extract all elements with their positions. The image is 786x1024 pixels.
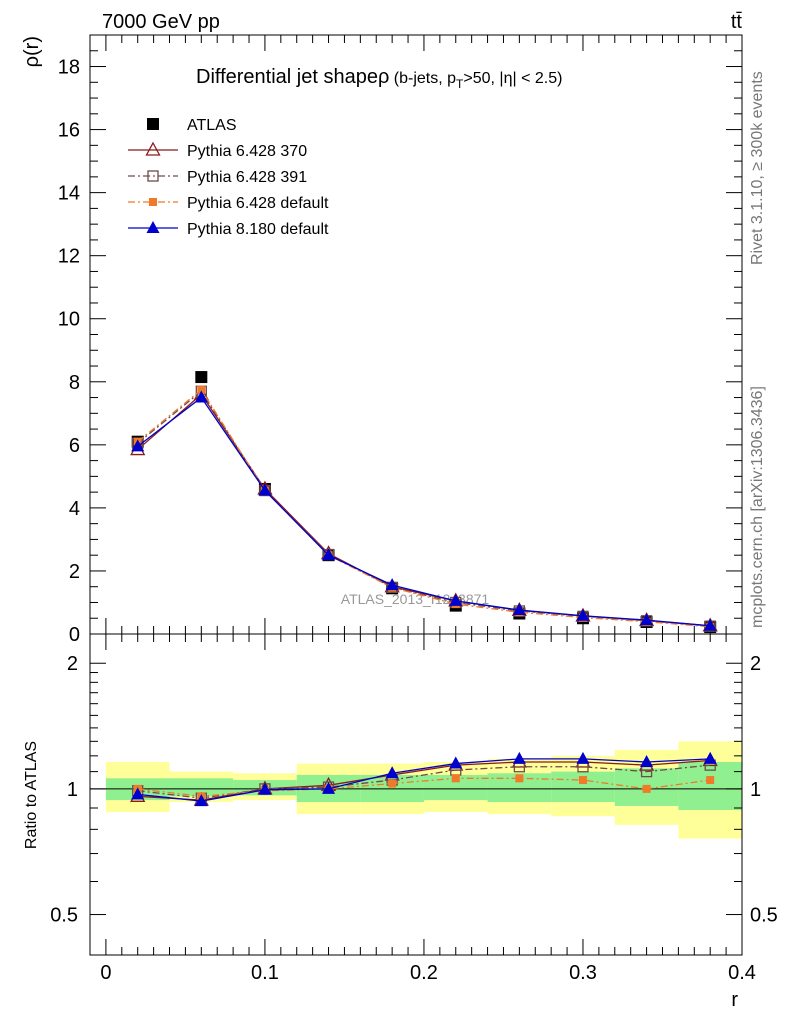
ratio-data-point xyxy=(703,751,717,764)
ratio-data-point xyxy=(642,784,651,793)
ratio-data-point xyxy=(578,776,587,785)
ratio-y-tick-label-right: 2 xyxy=(750,653,761,675)
stat-uncertainty-band xyxy=(169,778,234,797)
legend-label: Pythia 6.428 391 xyxy=(187,169,307,186)
x-tick-label: 0.4 xyxy=(728,962,756,984)
x-tick-label: 0 xyxy=(100,962,111,984)
main-plot-frame xyxy=(89,34,743,635)
main-y-tick-label: 10 xyxy=(58,309,80,331)
x-tick-label: 0.1 xyxy=(251,962,279,984)
legend-label: Pythia 6.428 default xyxy=(187,195,329,212)
data-point xyxy=(195,371,208,384)
legend-item: Pythia 8.180 default xyxy=(128,221,329,238)
legend-item: Pythia 6.428 370 xyxy=(128,141,307,160)
ratio-y-tick-label-left: 0.5 xyxy=(50,905,78,927)
legend-marker xyxy=(146,221,160,233)
data-point xyxy=(258,483,272,496)
legend-item: Pythia 6.428 391 xyxy=(128,169,307,186)
x-tick-label: 0.2 xyxy=(410,962,438,984)
data-point xyxy=(385,578,399,591)
ratio-y-tick-label-left: 2 xyxy=(67,653,78,675)
main-y-tick-label: 12 xyxy=(58,246,80,268)
header-left: 7000 GeV pp xyxy=(102,11,220,33)
ratio-y-tick-label-right: 0.5 xyxy=(750,905,778,927)
main-y-tick-label: 18 xyxy=(58,57,80,79)
main-y-tick-label: 0 xyxy=(69,624,80,646)
ratio-data-point xyxy=(515,774,524,783)
main-y-tick-label: 8 xyxy=(69,372,80,394)
ratio-series-line xyxy=(137,759,711,801)
ratio-y-tick-label-left: 1 xyxy=(67,779,78,801)
ratio-data-point xyxy=(640,754,654,767)
ratio-data-point xyxy=(385,766,399,779)
source-label: mcplots.cern.ch [arXiv:1306.3436] xyxy=(749,386,766,628)
legend-label: ATLAS xyxy=(187,117,237,134)
legend: ATLAS Pythia 6.428 370 Pythia 6.428 391 Pyt… xyxy=(128,117,329,238)
x-tick-label: 0.3 xyxy=(569,962,597,984)
legend-item: Pythia 6.428 default xyxy=(128,195,329,212)
ratio-y-axis-label: Ratio to ATLAS xyxy=(23,741,40,849)
data-point xyxy=(131,439,145,452)
ratio-y-tick-label-right: 1 xyxy=(750,779,761,801)
data-point xyxy=(194,390,208,403)
legend-marker xyxy=(145,141,161,156)
ratio-data-point xyxy=(322,781,336,794)
ratio-series-line xyxy=(137,777,711,797)
ratio-data-point xyxy=(512,751,526,764)
stat-uncertainty-band xyxy=(678,761,742,811)
header-right: tt̄ xyxy=(731,11,743,33)
ratio-panel: 0.5 0.5 1 1 2 2 0 0.1 0.2 0.3 0.4 r Ratio to ATLAS xyxy=(23,633,778,1011)
legend-label: Pythia 6.428 370 xyxy=(187,143,307,160)
ratio-data-point xyxy=(576,751,590,764)
data-point xyxy=(197,385,206,394)
ratio-data-point xyxy=(449,756,463,769)
main-y-tick-label: 14 xyxy=(58,183,80,205)
legend-marker xyxy=(149,198,157,206)
legend-label: Pythia 8.180 default xyxy=(187,221,329,238)
data-point xyxy=(703,618,717,631)
ratio-series-line xyxy=(137,758,711,802)
data-point xyxy=(576,608,590,621)
series-line xyxy=(137,396,711,627)
ratio-plot-frame xyxy=(89,633,743,956)
legend-marker xyxy=(147,170,159,182)
data-point xyxy=(640,613,654,626)
ratio-series-pythia-8-180-default xyxy=(131,751,717,807)
data-point xyxy=(512,603,526,616)
main-y-tick-label: 16 xyxy=(58,120,80,142)
series-line xyxy=(137,388,711,628)
ratio-data-point xyxy=(706,776,715,785)
main-y-tick-label: 6 xyxy=(69,435,80,457)
main-y-axis-label: ρ(r) xyxy=(21,36,43,67)
main-y-tick-label: 4 xyxy=(69,498,80,520)
legend-marker xyxy=(147,118,159,130)
main-panel: 0 2 4 6 8 10 12 14 16 18 ρ(r) Differential jet shap… xyxy=(21,34,743,646)
main-y-tick-label: 2 xyxy=(69,561,80,583)
x-axis-label: r xyxy=(731,989,738,1011)
ratio-data-point xyxy=(258,782,272,795)
rivet-version-label: Rivet 3.1.10, ≥ 300k events xyxy=(749,71,766,265)
ratio-data-point xyxy=(388,779,397,788)
ratio-data-point xyxy=(131,787,145,800)
ratio-data-point xyxy=(451,774,460,783)
series-pythia-8-180-default xyxy=(131,390,717,631)
legend-item: ATLAS xyxy=(147,117,237,134)
ratio-data-point xyxy=(194,794,208,807)
data-point xyxy=(322,548,336,561)
data-point xyxy=(449,593,463,606)
chart-title: Differential jet shapeρ (b-jets, pT>50, … xyxy=(196,66,562,91)
